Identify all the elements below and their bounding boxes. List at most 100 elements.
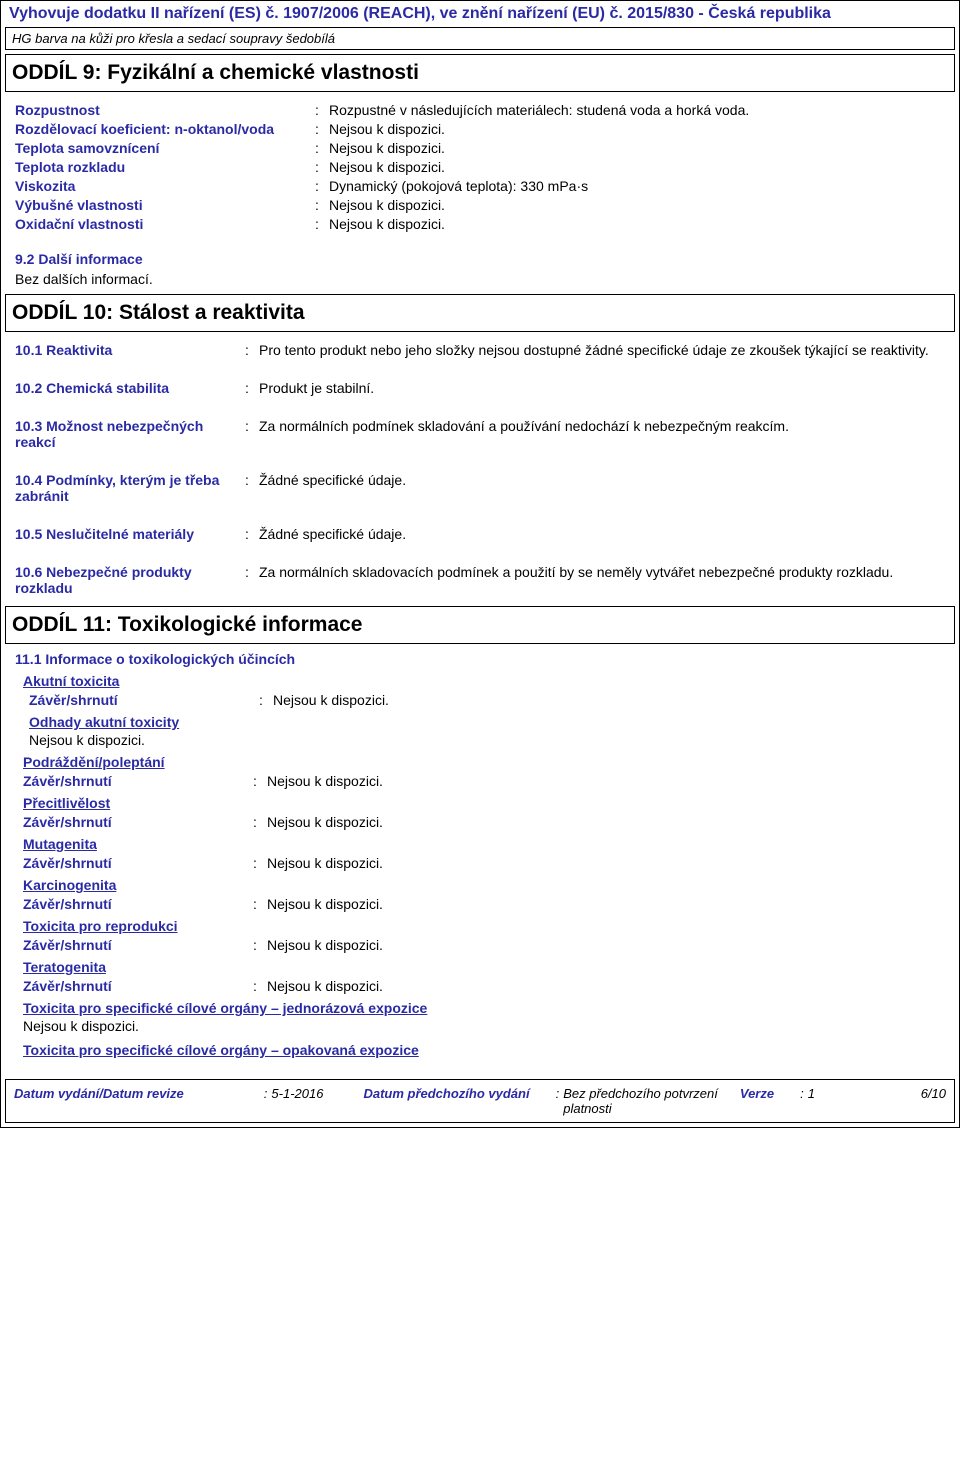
colon: : bbox=[253, 773, 267, 789]
property-value: Produkt je stabilní. bbox=[259, 380, 945, 396]
property-value: Nejsou k dispozici. bbox=[329, 140, 945, 156]
property-row: Závěr/shrnutí : Nejsou k dispozici. bbox=[23, 937, 945, 953]
property-label: Závěr/shrnutí bbox=[23, 978, 253, 994]
colon: : bbox=[315, 159, 329, 175]
property-row: Teplota rozkladu : Nejsou k dispozici. bbox=[15, 159, 945, 175]
section-10-title: ODDÍL 10: Stálost a reaktivita bbox=[5, 294, 955, 332]
property-label: 10.5 Neslučitelné materiály bbox=[15, 526, 245, 542]
property-value: Nejsou k dispozici. bbox=[273, 692, 945, 708]
footer-prev-date-2: platnosti bbox=[563, 1101, 718, 1116]
colon: : bbox=[253, 978, 267, 994]
footer-prev-date-1: Bez předchozího potvrzení bbox=[563, 1086, 718, 1101]
property-label: Rozdělovací koeficient: n-oktanol/voda bbox=[15, 121, 315, 137]
tox-category-mutagenicity: Mutagenita bbox=[23, 836, 945, 852]
colon: : bbox=[556, 1086, 560, 1101]
property-label: Teplota rozkladu bbox=[15, 159, 315, 175]
tox-category-stot-repeated: Toxicita pro specifické cílové orgány – … bbox=[23, 1042, 945, 1058]
property-row: Oxidační vlastnosti : Nejsou k dispozici… bbox=[15, 216, 945, 232]
tox-category-irritation: Podráždění/poleptání bbox=[23, 754, 945, 770]
not-available-text: Nejsou k dispozici. bbox=[29, 732, 945, 748]
page-container: Vyhovuje dodatku II nařízení (ES) č. 190… bbox=[0, 0, 960, 1128]
colon: : bbox=[245, 418, 259, 434]
property-row: Rozdělovací koeficient: n-oktanol/voda :… bbox=[15, 121, 945, 137]
colon: : bbox=[245, 526, 259, 542]
tox-category-sensitization: Přecitlivělost bbox=[23, 795, 945, 811]
section-10-content: 10.1 Reaktivita : Pro tento produkt nebo… bbox=[1, 336, 959, 602]
property-value: Žádné specifické údaje. bbox=[259, 526, 945, 542]
subsection-9-2-text: Bez dalších informací. bbox=[15, 271, 945, 287]
property-label: Závěr/shrnutí bbox=[23, 814, 253, 830]
colon: : bbox=[253, 814, 267, 830]
property-value: Nejsou k dispozici. bbox=[329, 216, 945, 232]
colon: : bbox=[264, 1086, 268, 1101]
footer-date-issued: 5-1-2016 bbox=[271, 1086, 323, 1101]
property-label: Závěr/shrnutí bbox=[23, 773, 253, 789]
property-row: Výbušné vlastnosti : Nejsou k dispozici. bbox=[15, 197, 945, 213]
property-row: 10.3 Možnost nebezpečných reakcí : Za no… bbox=[15, 418, 945, 450]
property-row: Rozpustnost : Rozpustné v následujících … bbox=[15, 102, 945, 118]
subsection-9-2-label: 9.2 Další informace bbox=[15, 251, 945, 267]
colon: : bbox=[315, 121, 329, 137]
property-value: Za normálních skladovacích podmínek a po… bbox=[259, 564, 945, 580]
footer-version-label: Verze bbox=[740, 1086, 774, 1101]
property-value: Za normálních podmínek skladování a použ… bbox=[259, 418, 945, 434]
property-row: 10.4 Podmínky, kterým je třeba zabránit … bbox=[15, 472, 945, 504]
property-label: 10.3 Možnost nebezpečných reakcí bbox=[15, 418, 245, 450]
tox-category-stot-single: Toxicita pro specifické cílové orgány – … bbox=[23, 1000, 945, 1016]
property-value: Nejsou k dispozici. bbox=[267, 773, 945, 789]
colon: : bbox=[315, 140, 329, 156]
property-label: Závěr/shrnutí bbox=[23, 896, 253, 912]
property-value: Nejsou k dispozici. bbox=[267, 937, 945, 953]
regulation-header: Vyhovuje dodatku II nařízení (ES) č. 190… bbox=[1, 1, 959, 25]
property-row: Teplota samovznícení : Nejsou k dispozic… bbox=[15, 140, 945, 156]
colon: : bbox=[245, 342, 259, 358]
footer-prev-date-label: Datum předchozího vydání bbox=[363, 1086, 529, 1101]
colon: : bbox=[245, 564, 259, 580]
tox-category-acute: Akutní toxicita bbox=[23, 673, 945, 689]
property-row: Závěr/shrnutí : Nejsou k dispozici. bbox=[29, 692, 945, 708]
colon: : bbox=[259, 692, 273, 708]
footer: Datum vydání/Datum revize : 5-1-2016 Dat… bbox=[5, 1079, 955, 1123]
colon: : bbox=[315, 178, 329, 194]
colon: : bbox=[315, 216, 329, 232]
property-row: 10.5 Neslučitelné materiály : Žádné spec… bbox=[15, 526, 945, 542]
property-value: Nejsou k dispozici. bbox=[267, 978, 945, 994]
not-available-text: Nejsou k dispozici. bbox=[23, 1018, 945, 1034]
property-value: Nejsou k dispozici. bbox=[329, 159, 945, 175]
section-11-content: 11.1 Informace o toxikologických účincíc… bbox=[1, 648, 959, 1075]
tox-category-teratogenicity: Teratogenita bbox=[23, 959, 945, 975]
property-row: 10.2 Chemická stabilita : Produkt je sta… bbox=[15, 380, 945, 396]
property-value: Žádné specifické údaje. bbox=[259, 472, 945, 488]
property-label: Závěr/shrnutí bbox=[29, 692, 259, 708]
property-label: Závěr/shrnutí bbox=[23, 937, 253, 953]
subsection-11-1-label: 11.1 Informace o toxikologických účincíc… bbox=[15, 651, 945, 667]
property-row: Závěr/shrnutí : Nejsou k dispozici. bbox=[23, 855, 945, 871]
property-row: Závěr/shrnutí : Nejsou k dispozici. bbox=[23, 773, 945, 789]
property-row: 10.1 Reaktivita : Pro tento produkt nebo… bbox=[15, 342, 945, 358]
property-label: 10.6 Nebezpečné produkty rozkladu bbox=[15, 564, 245, 596]
colon: : bbox=[315, 102, 329, 118]
colon: : bbox=[253, 855, 267, 871]
property-value: Pro tento produkt nebo jeho složky nejso… bbox=[259, 342, 945, 358]
product-name-box: HG barva na kůži pro křesla a sedací sou… bbox=[5, 27, 955, 50]
property-value: Nejsou k dispozici. bbox=[329, 197, 945, 213]
property-label: 10.2 Chemická stabilita bbox=[15, 380, 245, 396]
property-row: 10.6 Nebezpečné produkty rozkladu : Za n… bbox=[15, 564, 945, 596]
property-label: Viskozita bbox=[15, 178, 315, 194]
colon: : bbox=[245, 380, 259, 396]
colon: : bbox=[253, 937, 267, 953]
property-label: Teplota samovznícení bbox=[15, 140, 315, 156]
property-label: Závěr/shrnutí bbox=[23, 855, 253, 871]
property-row: Viskozita : Dynamický (pokojová teplota)… bbox=[15, 178, 945, 194]
footer-date-issued-label: Datum vydání/Datum revize bbox=[14, 1086, 184, 1101]
colon: : bbox=[253, 896, 267, 912]
property-value: Nejsou k dispozici. bbox=[267, 896, 945, 912]
tox-category-reproduction: Toxicita pro reprodukci bbox=[23, 918, 945, 934]
property-row: Závěr/shrnutí : Nejsou k dispozici. bbox=[23, 978, 945, 994]
colon: : bbox=[800, 1086, 804, 1101]
section-9-title: ODDÍL 9: Fyzikální a chemické vlastnosti bbox=[5, 54, 955, 92]
property-row: Závěr/shrnutí : Nejsou k dispozici. bbox=[23, 814, 945, 830]
property-label: Výbušné vlastnosti bbox=[15, 197, 315, 213]
property-value: Dynamický (pokojová teplota): 330 mPa·s bbox=[329, 178, 945, 194]
property-label: Rozpustnost bbox=[15, 102, 315, 118]
